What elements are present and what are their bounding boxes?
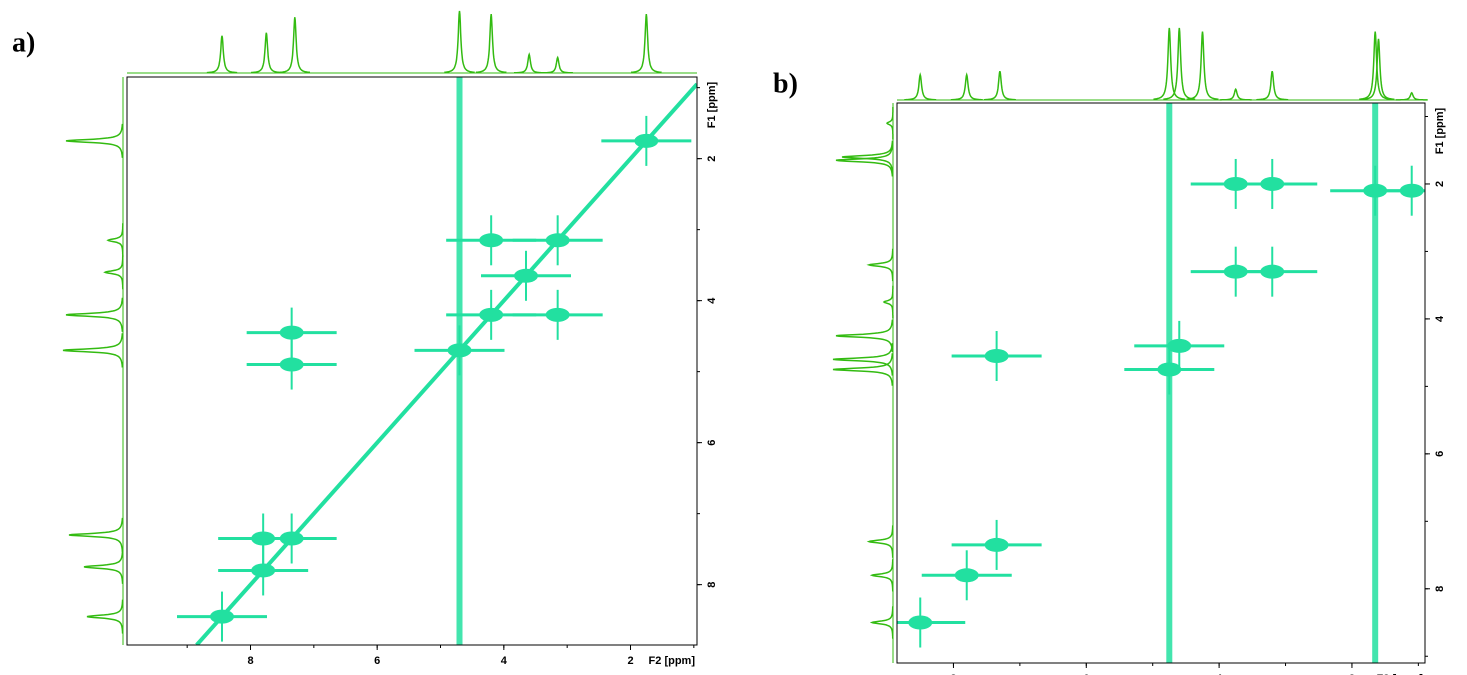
top-trace-peak: [1395, 91, 1428, 101]
top-trace-peak: [984, 71, 1016, 101]
left-trace-peak: [83, 549, 124, 584]
top-trace-peak: [542, 55, 573, 74]
left-trace-peak: [869, 606, 894, 639]
top-trace-peak: [444, 10, 475, 74]
top-trace-peak: [1256, 71, 1289, 101]
y-tick-label: 4: [706, 297, 718, 304]
y-tick-label: 8: [1434, 586, 1446, 592]
y-tick-label: 4: [1434, 315, 1446, 322]
y-tick-label: 6: [706, 440, 718, 446]
ridge: [1372, 103, 1379, 663]
cross-peak: [246, 339, 337, 390]
top-trace-peak: [1186, 31, 1219, 101]
plot-area: [897, 103, 1425, 663]
diagonal: [195, 82, 697, 645]
left-trace-peak: [106, 223, 124, 258]
x-tick-label: 4: [501, 655, 508, 667]
x-tick-label: 8: [950, 673, 956, 675]
panel-label: b): [773, 68, 798, 99]
left-trace-peak: [841, 140, 894, 174]
x-tick-label: 2: [1349, 673, 1355, 675]
cross-peak: [246, 307, 337, 358]
x-tick-label: 6: [1083, 673, 1089, 675]
plot-frame: [896, 102, 1426, 664]
cross-peak: [414, 325, 505, 376]
y-tick-label: 6: [1434, 451, 1446, 457]
top-trace-peak: [1362, 38, 1395, 101]
left-trace-peak: [86, 599, 124, 634]
cross-peak: [951, 519, 1042, 570]
top-trace-peak: [950, 72, 983, 101]
left-trace-peak: [103, 255, 124, 290]
y-tick-label: 2: [1434, 181, 1446, 187]
cross-peak: [177, 591, 267, 642]
cross-peak: [1227, 158, 1318, 209]
cross-peak: [218, 513, 309, 564]
x-axis-label: F2 [ppm]: [1377, 673, 1424, 675]
left-trace-peak: [886, 107, 894, 140]
left-trace-peak: [62, 333, 124, 368]
cross-peak: [951, 331, 1042, 382]
plot-frame: [126, 76, 698, 646]
left-trace-peak: [882, 285, 894, 319]
top-trace-peak: [250, 32, 282, 74]
top-trace-peak: [1153, 27, 1186, 100]
top-trace-peak: [514, 52, 545, 74]
cross-peak: [601, 115, 692, 166]
x-tick-label: 4: [1216, 673, 1223, 675]
top-trace-peak: [279, 17, 310, 74]
left-trace-peak: [832, 353, 894, 386]
plot-area: [177, 77, 697, 645]
cross-peak: [1134, 320, 1225, 371]
panel-label: a): [12, 27, 35, 58]
top-trace-peak: [475, 14, 507, 74]
top-trace-peak: [904, 72, 937, 101]
cross-peak: [1227, 246, 1318, 297]
y-tick-label: 8: [706, 582, 718, 588]
x-tick-label: 6: [374, 655, 380, 667]
y-axis-label: F1 [ppm]: [1434, 107, 1446, 154]
x-tick-label: 2: [627, 655, 633, 667]
cross-peak: [1330, 165, 1421, 216]
y-axis-label: F1 [ppm]: [706, 81, 718, 128]
cross-peak: [446, 215, 537, 266]
cross-peak: [921, 550, 1012, 601]
cross-peak: [1124, 344, 1215, 395]
left-trace-peak: [65, 297, 124, 332]
top-trace-peak: [206, 35, 238, 74]
y-tick-label: 2: [706, 156, 718, 162]
left-trace-peak: [866, 248, 894, 282]
left-trace-peak: [866, 525, 894, 558]
cross-peak: [218, 545, 309, 596]
left-trace-peak: [869, 559, 894, 592]
left-trace-peak: [68, 517, 124, 552]
x-axis-label: F2 [ppm]: [649, 655, 696, 667]
left-trace-peak: [835, 319, 894, 352]
cross-peak: [512, 289, 603, 340]
cross-peak: [481, 250, 571, 301]
top-trace-peak: [630, 14, 662, 74]
x-tick-label: 8: [247, 655, 253, 667]
left-trace-peak: [65, 123, 124, 158]
top-trace-peak: [1219, 87, 1252, 101]
cross-peak: [897, 597, 966, 648]
